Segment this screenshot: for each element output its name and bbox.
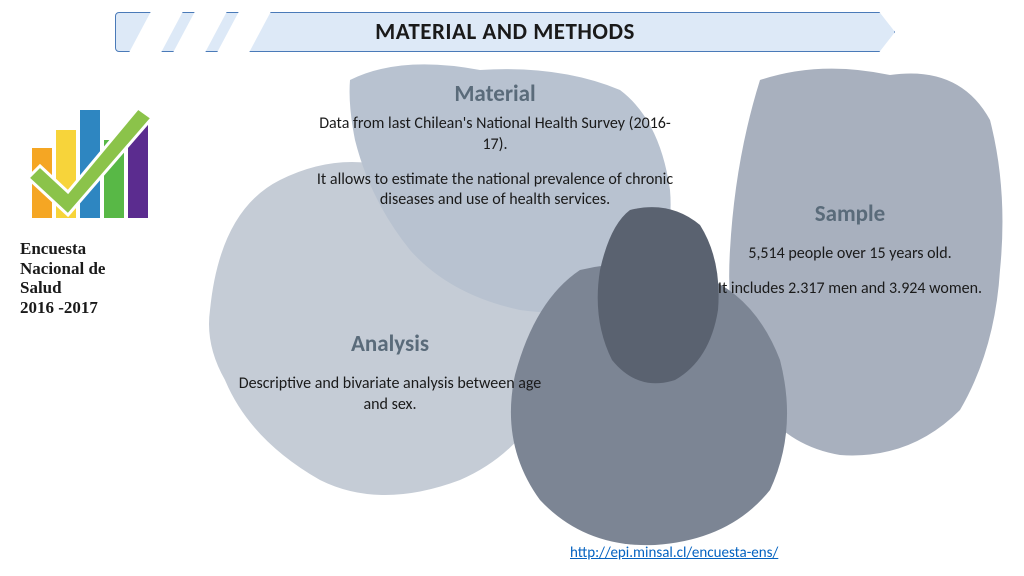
logo-text-2: Nacional de <box>20 259 180 279</box>
sample-heading: Sample <box>710 200 990 228</box>
logo-text-4: 2016 -2017 <box>20 298 180 318</box>
sample-body-2: It includes 2.317 men and 3.924 women. <box>710 279 990 300</box>
material-heading: Material <box>310 80 680 108</box>
ens-logo: Encuesta Nacional de Salud 2016 -2017 <box>20 100 180 317</box>
logo-text-1: Encuesta <box>20 239 180 259</box>
analysis-body-1: Descriptive and bivariate analysis betwe… <box>230 374 550 416</box>
material-body-2: It allows to estimate the national preva… <box>310 170 680 212</box>
material-body-1: Data from last Chilean's National Health… <box>310 114 680 156</box>
section-material: Material Data from last Chilean's Nation… <box>310 80 680 211</box>
sample-body-1: 5,514 people over 15 years old. <box>710 244 990 265</box>
section-analysis: Analysis Descriptive and bivariate analy… <box>230 330 550 416</box>
slide-title: MATERIAL AND METHODS <box>375 18 635 46</box>
source-link[interactable]: http://epi.minsal.cl/encuesta-ens/ <box>570 544 778 562</box>
section-sample: Sample 5,514 people over 15 years old. I… <box>710 200 990 300</box>
analysis-heading: Analysis <box>230 330 550 358</box>
banner-stripes <box>140 12 260 52</box>
logo-text-3: Salud <box>20 278 180 298</box>
